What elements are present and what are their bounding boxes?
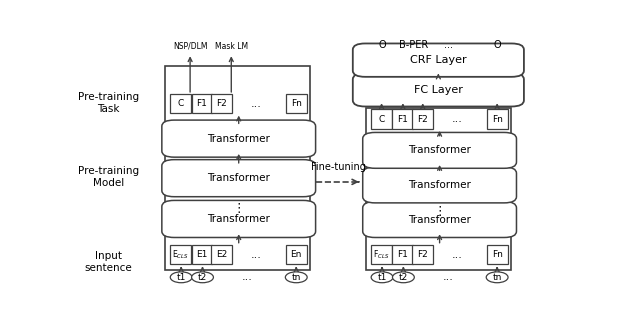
FancyBboxPatch shape [366,108,511,270]
Text: Fn: Fn [291,99,301,108]
Text: ⋮: ⋮ [232,202,245,215]
FancyBboxPatch shape [363,133,516,168]
Text: Transformer: Transformer [408,214,471,225]
FancyBboxPatch shape [211,94,232,113]
Text: F2: F2 [417,115,428,124]
Text: O: O [378,40,386,50]
Text: F$_{CLS}$: F$_{CLS}$ [373,248,390,261]
FancyBboxPatch shape [371,109,392,129]
Text: Transformer: Transformer [408,145,471,155]
Text: Pre-training
Task: Pre-training Task [78,92,140,114]
Text: t1: t1 [378,273,387,282]
FancyBboxPatch shape [486,109,508,129]
FancyBboxPatch shape [412,245,433,264]
Text: t1: t1 [177,273,186,282]
FancyBboxPatch shape [363,167,516,203]
Text: ...: ... [242,272,253,282]
FancyBboxPatch shape [353,73,524,107]
FancyBboxPatch shape [286,245,307,264]
Text: FC Layer: FC Layer [414,85,463,95]
FancyBboxPatch shape [165,66,310,270]
Text: ...: ... [444,40,453,50]
Text: t2: t2 [198,273,207,282]
FancyBboxPatch shape [412,109,433,129]
FancyBboxPatch shape [162,120,316,157]
Text: ...: ... [443,272,454,282]
Text: Mask LM: Mask LM [214,42,248,51]
FancyBboxPatch shape [486,245,508,264]
Circle shape [486,272,508,283]
Text: E$_{CLS}$: E$_{CLS}$ [172,248,189,261]
FancyBboxPatch shape [371,245,392,264]
FancyBboxPatch shape [191,94,212,113]
Text: t2: t2 [399,273,408,282]
Text: F2: F2 [216,99,227,108]
Text: Fn: Fn [492,250,502,259]
Text: O: O [493,40,501,50]
Circle shape [285,272,307,283]
Text: F1: F1 [397,115,408,124]
Circle shape [170,272,192,283]
Text: E2: E2 [216,250,227,259]
Text: Transformer: Transformer [207,214,270,224]
Circle shape [191,272,213,283]
Text: CRF Layer: CRF Layer [410,55,467,65]
Text: Transformer: Transformer [207,134,270,143]
FancyBboxPatch shape [162,200,316,238]
Text: ...: ... [452,249,463,260]
Text: NSP/DLM: NSP/DLM [173,42,207,51]
Text: C: C [378,115,385,124]
Text: En: En [291,250,302,259]
Text: Input
sentence: Input sentence [85,251,132,273]
Circle shape [392,272,414,283]
Text: Fine-tuning: Fine-tuning [311,162,366,172]
FancyBboxPatch shape [170,245,191,264]
Text: F2: F2 [417,250,428,259]
FancyBboxPatch shape [286,94,307,113]
Text: C: C [177,99,184,108]
Text: Transformer: Transformer [207,173,270,183]
Text: tn: tn [492,273,502,282]
FancyBboxPatch shape [162,160,316,197]
FancyBboxPatch shape [392,245,413,264]
Text: F1: F1 [196,99,207,108]
Text: E1: E1 [196,250,208,259]
FancyBboxPatch shape [170,94,191,113]
Text: Pre-training
Model: Pre-training Model [78,166,140,188]
Text: B-PER: B-PER [399,40,428,50]
FancyBboxPatch shape [211,245,232,264]
Text: ⋮: ⋮ [433,205,446,218]
Text: ...: ... [452,114,463,124]
Text: ...: ... [251,249,262,260]
Text: F1: F1 [397,250,408,259]
Text: ...: ... [251,99,262,109]
Text: Fn: Fn [492,115,502,124]
FancyBboxPatch shape [363,202,516,238]
FancyBboxPatch shape [353,43,524,77]
FancyBboxPatch shape [392,109,413,129]
Text: tn: tn [292,273,301,282]
Circle shape [371,272,393,283]
Text: Transformer: Transformer [408,180,471,190]
FancyBboxPatch shape [191,245,212,264]
